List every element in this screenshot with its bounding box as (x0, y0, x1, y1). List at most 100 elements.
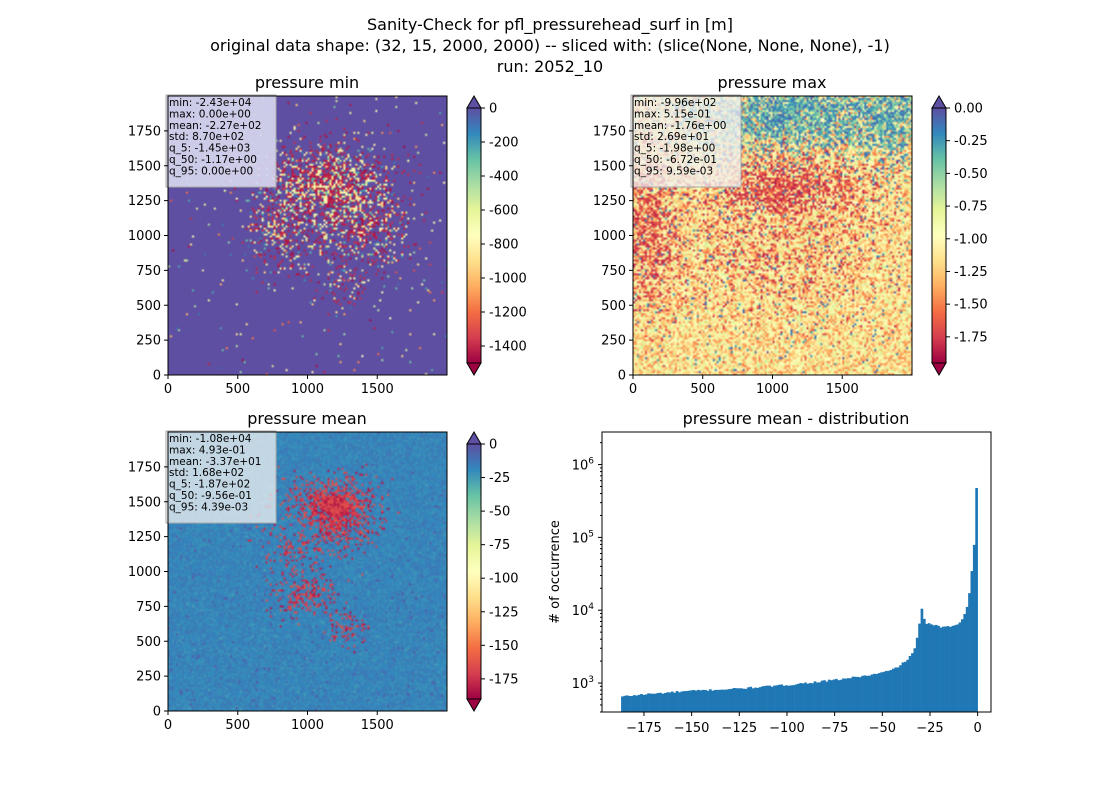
x-tick-label: 0 (164, 718, 172, 733)
histogram-bar (749, 686, 753, 712)
histogram-bar (744, 688, 748, 712)
panel-title: pressure mean - distribution (683, 409, 910, 428)
y-tick-label: 250 (136, 334, 161, 349)
histogram-bar (635, 695, 639, 712)
histogram-bar (844, 678, 848, 712)
histogram-bar (896, 667, 900, 712)
histogram-bar (949, 626, 952, 712)
y-tick-label: 105 (572, 529, 594, 546)
y-tick-label: 1250 (128, 530, 161, 545)
colorbar-gradient (466, 443, 482, 700)
histogram-bar (894, 667, 898, 712)
stats-line: min: -1.08e+04 (169, 433, 252, 445)
x-tick-label: −125 (721, 721, 757, 736)
histogram-bar (832, 679, 836, 712)
stats-line: q_5: -1.87e+02 (169, 479, 250, 491)
histogram-bar (963, 614, 967, 712)
histogram-bar (728, 689, 731, 712)
y-tick-label: 500 (601, 299, 626, 314)
stats-line: std: 2.69e+01 (634, 131, 709, 143)
histogram-bar (659, 692, 662, 712)
histogram-bar (709, 689, 712, 712)
histogram-bar (856, 676, 860, 712)
histogram-bar (918, 623, 921, 712)
histogram-bar (751, 688, 755, 712)
histogram-bar (944, 626, 948, 712)
histogram-bar (625, 695, 629, 712)
histogram-bar (839, 679, 843, 712)
histogram-bar (692, 690, 696, 712)
colorbar-tick-label: 0.00 (954, 102, 983, 117)
y-tick-label: 250 (136, 670, 161, 685)
histogram-bar (725, 689, 729, 712)
histogram-bar (851, 676, 855, 712)
histogram-bar (640, 694, 643, 712)
stats-line: q_95: 0.00e+00 (169, 165, 253, 177)
histogram-bar (818, 682, 822, 712)
histogram-bar (875, 673, 879, 712)
histogram-bar (808, 683, 812, 712)
colorbar-extend-top (931, 95, 947, 109)
histogram-bar (915, 637, 919, 712)
histogram-bar (811, 683, 814, 712)
histogram-bar (678, 692, 681, 712)
x-tick-label: 0 (629, 382, 637, 397)
histogram-bar (699, 690, 703, 712)
stats-line: std: 1.68e+02 (169, 467, 244, 479)
colorbar-tick-label: -800 (489, 238, 519, 253)
histogram-bar (711, 690, 715, 712)
histogram-bar (761, 686, 765, 712)
histogram-bar (732, 688, 736, 712)
histogram-bar (785, 685, 788, 712)
colorbar-tick-label: -75 (489, 538, 510, 553)
colorbar-extend-bottom (931, 362, 947, 376)
histogram-bar (794, 684, 798, 712)
y-tick-label: 500 (136, 635, 161, 650)
map-axes: 0 500 1000 1500 0 250 500 750 1000 1250 1500 1750 (128, 431, 448, 733)
histogram-bar (621, 696, 624, 712)
histogram-bar (899, 665, 902, 712)
histogram-bar (775, 685, 779, 712)
histogram-bar (713, 689, 717, 712)
histogram-bar (680, 691, 684, 712)
histogram-bar (930, 624, 933, 712)
histogram-bar (961, 619, 964, 712)
histogram-bar (654, 693, 658, 712)
histogram-bar (823, 680, 826, 712)
histogram-bar (649, 693, 653, 712)
histogram-bar (827, 679, 831, 712)
x-tick-label: 1500 (826, 382, 859, 397)
histogram-bar (737, 688, 741, 712)
stats-line: q_50: -6.72e-01 (634, 154, 717, 166)
histogram-bar (970, 571, 974, 712)
histogram-bar (773, 685, 776, 712)
histogram-bar (861, 675, 864, 712)
histogram-bar (911, 653, 914, 712)
map-axes: 0 500 1000 1500 0 250 500 750 1000 1250 1500 1750 (593, 95, 913, 397)
histogram-bar (623, 695, 627, 712)
histogram-bar (806, 683, 810, 712)
colorbar-gradient (931, 107, 947, 364)
histogram-bar (768, 685, 772, 712)
colorbar-tick-label: -25 (489, 471, 510, 486)
colorbar-tick-label: -1.00 (954, 232, 988, 247)
stats-line: min: -2.43e+04 (169, 97, 252, 109)
stats-line: q_50: -9.56e-01 (169, 490, 252, 502)
histogram-bar (937, 625, 940, 712)
histogram-bar (673, 692, 677, 712)
x-tick-label: 1000 (291, 382, 324, 397)
histogram-bar (968, 593, 971, 712)
histogram-bar (682, 691, 686, 712)
stats-box-background (165, 430, 277, 524)
histogram-bar (687, 690, 691, 712)
histogram-bar (666, 692, 669, 712)
histogram-axes: −175 −150 −125 −100 −75 −50 −25 0 103 104 105 106 (572, 431, 992, 736)
y-tick-label: 1500 (593, 159, 626, 174)
colorbar-tick-label: -125 (489, 605, 519, 620)
histogram-bar (837, 680, 841, 712)
x-tick-label: 1500 (361, 718, 394, 733)
colorbar-extend-top (466, 431, 482, 445)
